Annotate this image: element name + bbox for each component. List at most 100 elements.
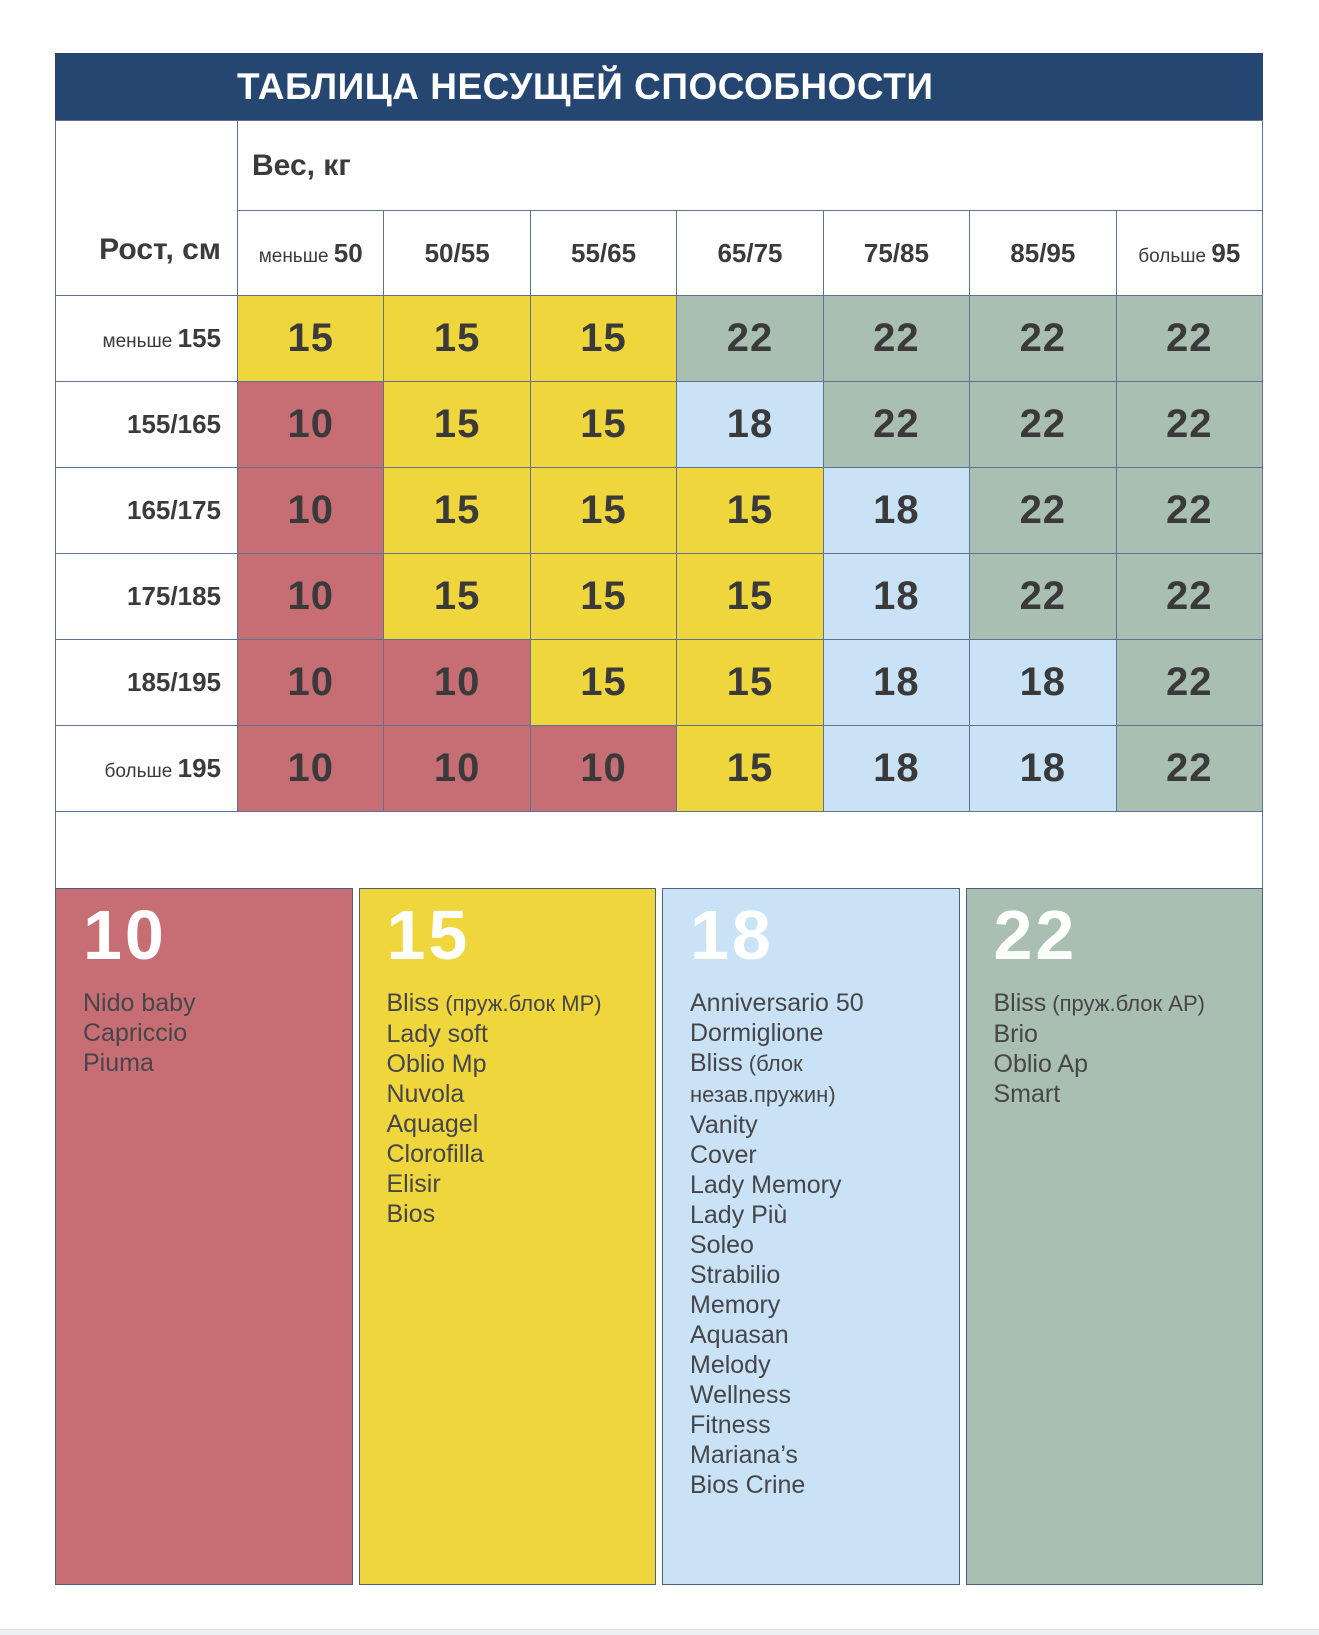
height-row-label: больше 195 [55,725,238,812]
height-axis-text: Рост, см [99,233,221,266]
height-row-prefix: меньше [102,331,178,352]
product-name: Soleo [690,1231,754,1259]
legend-column-10: 10 Nido baby Capriccio Piuma [55,887,353,1585]
weight-axis-row: Рост, см Вес, кг [55,120,1263,296]
product-item: Smart [994,1079,1245,1109]
capacity-cell: 10 [383,639,531,726]
weight-column-prefix: больше [1138,245,1212,267]
capacity-cell: 18 [969,639,1117,726]
capacity-cell: 10 [236,467,385,554]
weight-column-value: 75/85 [863,237,929,268]
capacity-cell: 15 [676,639,824,726]
product-name: Aquagel [386,1110,479,1138]
product-item: Brio [994,1019,1245,1049]
capacity-cell: 15 [529,381,678,468]
product-note: (блок незав.пружин) [690,1051,836,1107]
product-name: Bios Crine [690,1471,806,1499]
weight-column-value: 50/55 [424,237,490,268]
product-list: Anniversario 50 Dormiglione Bliss (блок нез… [690,988,941,1500]
capacity-cell: 22 [1115,553,1264,640]
product-list: Nido baby Capriccio Piuma [83,988,334,1078]
height-row-label: меньше 155 [55,295,238,382]
product-name: Nuvola [386,1080,465,1108]
legend: 10 Nido baby Capriccio Piuma 15 Bliss (пруж.бл… [55,887,1263,1585]
product-list: Bliss (пруж.блок MP) Lady soft Oblio Mp Nuvo… [387,988,638,1229]
product-name: Fitness [690,1411,771,1439]
footer-strip [0,1629,1319,1635]
table-row: 165/175 10 15 15 15 18 22 22 [55,467,1264,554]
product-name: Bliss [690,1049,743,1077]
product-item: Lady soft [387,1019,638,1049]
product-item: Bios Crine [690,1470,941,1500]
product-item: Lady Memory [690,1170,941,1200]
product-item: Nido baby [83,988,334,1018]
capacity-sheet: ТАБЛИЦА НЕСУЩЕЙ СПОСОБНОСТИ Рост, см Вес… [55,53,1264,1585]
weight-column-prefix: меньше [258,245,334,267]
product-name: Mariana’s [690,1441,798,1469]
product-name: Anniversario 50 [690,989,864,1017]
capacity-cell: 22 [1115,295,1264,382]
capacity-cell: 22 [969,553,1117,640]
capacity-cell: 15 [676,725,824,812]
table-row: 185/195 10 10 15 15 18 18 22 [55,639,1264,726]
product-name: Elisir [386,1170,441,1198]
product-item: Bios [387,1199,638,1229]
product-item: Melody [690,1350,941,1380]
product-name: Oblio Mp [386,1050,487,1078]
product-item: Fitness [690,1410,941,1440]
capacity-cell: 15 [529,295,678,382]
capacity-cell: 10 [383,725,531,812]
product-name: Aquasan [690,1321,789,1349]
legend-value: 22 [993,895,1078,974]
height-row-value: 165/175 [127,495,221,525]
capacity-cell: 22 [969,467,1117,554]
product-name: Clorofilla [386,1140,484,1168]
height-row-label: 175/185 [55,553,238,640]
capacity-cell: 18 [822,467,971,554]
legend-column-18: 18 Anniversario 50 Dormiglione Bliss (блок н… [662,887,960,1585]
weight-column-value: 95 [1211,237,1241,268]
weight-column-header: 50/55 [383,210,531,296]
capacity-cell: 10 [236,553,385,640]
weight-column-value: 50 [333,237,363,268]
capacity-cell: 22 [969,381,1117,468]
product-item: Capriccio [83,1018,334,1048]
product-list: Bliss (пруж.блок AP) Brio Oblio Ap Smart [994,988,1245,1109]
capacity-cell: 10 [236,639,385,726]
capacity-cell: 15 [383,467,531,554]
capacity-cell: 22 [969,295,1117,382]
legend-column-15: 15 Bliss (пруж.блок MP) Lady soft Oblio Mp Nu… [358,887,656,1585]
product-item: Soleo [690,1230,941,1260]
product-item: Piuma [83,1048,334,1078]
product-name: Melody [690,1351,771,1379]
weight-column-header: 55/65 [529,210,678,296]
page-title: ТАБЛИЦА НЕСУЩЕЙ СПОСОБНОСТИ [237,65,934,107]
legend-column-22: 22 Bliss (пруж.блок AP) Brio Oblio Ap Smart [965,887,1263,1585]
product-item: Elisir [387,1169,638,1199]
capacity-cell: 15 [676,467,824,554]
product-item: Cover [690,1140,941,1170]
product-name: Capriccio [83,1019,188,1047]
weight-header-row: меньше 50 50/55 55/65 65/75 75/85 85/95 больше… [56,210,1264,296]
legend-value: 15 [386,895,471,974]
product-name: Vanity [690,1111,758,1139]
product-item: Oblio Ap [994,1049,1245,1079]
table-row: 155/165 10 15 15 18 22 22 22 [55,381,1264,468]
product-item: Vanity [690,1110,941,1140]
spacer-row [55,811,1263,888]
product-item: Aquagel [387,1109,638,1139]
capacity-cell: 10 [529,725,678,812]
capacity-cell: 22 [1115,639,1264,726]
capacity-cell: 18 [676,381,824,468]
legend-value: 18 [690,895,774,974]
product-item: Oblio Mp [387,1049,638,1079]
legend-value: 10 [83,895,167,974]
title-bar: ТАБЛИЦА НЕСУЩЕЙ СПОСОБНОСТИ [55,53,1263,120]
capacity-cell: 15 [236,295,385,382]
product-item: Bliss (блок незав.пружин) [690,1048,941,1110]
product-name: Nido baby [83,989,196,1017]
product-name: Bliss [386,989,440,1017]
product-name: Strabilio [690,1261,781,1289]
capacity-cell: 15 [529,467,678,554]
height-row-label: 155/165 [55,381,238,468]
